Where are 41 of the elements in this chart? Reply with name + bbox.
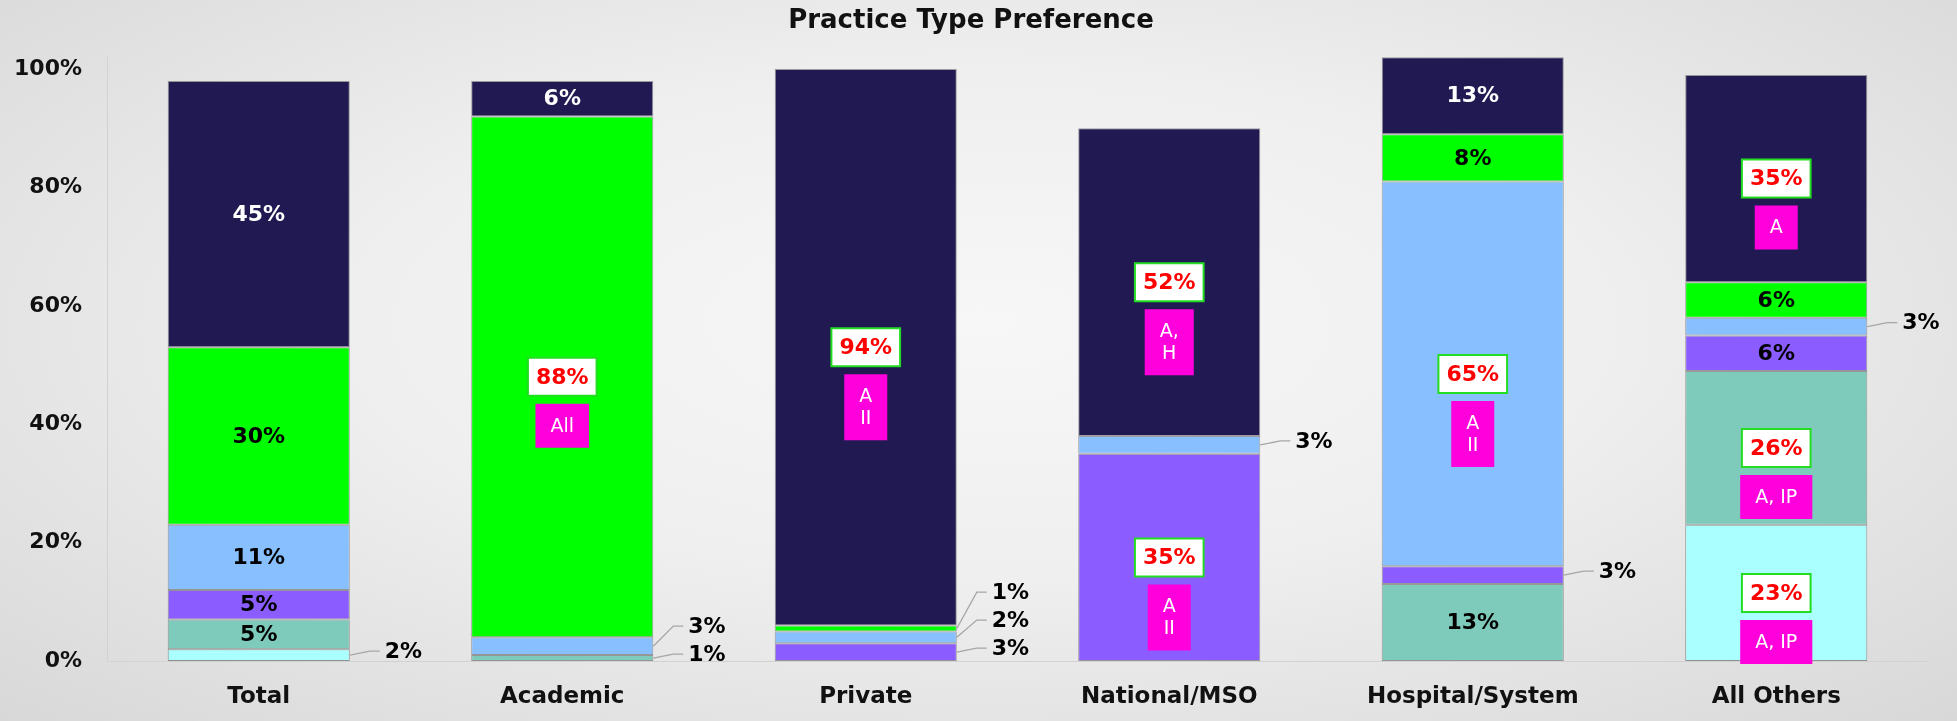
data-label: 3% — [991, 634, 1030, 660]
data-label: 8% — [1454, 144, 1492, 170]
data-label: 5% — [240, 591, 278, 617]
x-tick-label: Academic — [499, 681, 625, 708]
x-tick-label: Hospital/System — [1366, 681, 1579, 708]
data-label: 6% — [543, 85, 581, 111]
data-label: 35% A II — [1142, 544, 1196, 639]
y-tick-label: 0% — [44, 646, 82, 672]
x-tick-label: National/MSO — [1080, 681, 1258, 708]
x-tick-label: Total — [227, 681, 291, 708]
data-label: 3% — [1902, 309, 1940, 335]
data-label: 65% A II — [1446, 360, 1500, 455]
y-tick-label: 80% — [29, 173, 82, 199]
y-tick-label: 40% — [29, 409, 82, 435]
y-tick-label: 100% — [14, 54, 82, 80]
data-label: 52% A, H — [1142, 268, 1196, 364]
data-label: 1% — [991, 578, 1030, 604]
y-tick-label: 60% — [29, 291, 82, 317]
data-label: 13% — [1446, 82, 1500, 108]
y-tick-label: 20% — [29, 528, 82, 554]
data-label: 30% — [232, 422, 286, 448]
chart-title: Practice Type Preference — [788, 4, 1154, 35]
data-label: 6% — [1757, 286, 1795, 312]
data-label: 2% — [991, 606, 1030, 632]
data-label: 35% A — [1749, 165, 1803, 238]
data-label: 3% — [688, 612, 726, 638]
data-label: 13% — [1446, 609, 1500, 635]
data-label: 2% — [384, 637, 423, 663]
data-label: 23% A, IP — [1749, 579, 1803, 652]
x-tick-label: Private — [819, 681, 913, 708]
data-label: 26% A, IP — [1749, 434, 1803, 507]
data-label: 6% — [1757, 339, 1795, 365]
data-label: 88% All — [535, 363, 589, 436]
data-label: 5% — [240, 621, 278, 647]
x-tick-label: All Others — [1711, 681, 1841, 708]
data-label: 3% — [1295, 427, 1333, 453]
data-label: 11% — [232, 544, 286, 570]
data-label: 1% — [688, 640, 726, 666]
data-label: 3% — [1598, 557, 1637, 583]
data-label: 45% — [232, 200, 286, 226]
data-label: 94% A II — [839, 333, 893, 429]
